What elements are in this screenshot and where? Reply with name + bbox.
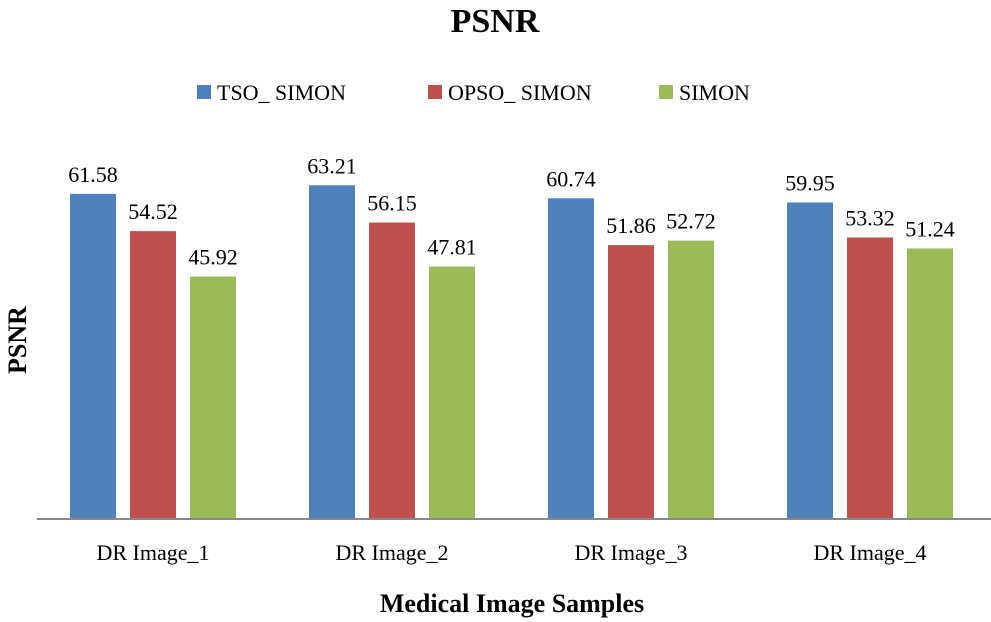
- legend-item: TSO_ SIMON: [197, 80, 346, 105]
- data-label: 56.15: [367, 191, 417, 216]
- bar: [70, 193, 116, 519]
- legend-swatch: [197, 85, 211, 99]
- x-tick-label: DR Image_1: [96, 540, 209, 565]
- data-label: 61.58: [68, 162, 118, 187]
- bar: [608, 245, 654, 519]
- data-label: 63.21: [307, 153, 357, 178]
- bar: [847, 237, 893, 519]
- data-label: 53.32: [845, 205, 895, 230]
- bar: [548, 198, 594, 520]
- bar: [787, 202, 833, 520]
- bar: [907, 248, 953, 519]
- x-tick-label: DR Image_2: [335, 540, 448, 565]
- legend-item: SIMON: [659, 80, 750, 105]
- legend-swatch: [659, 85, 673, 99]
- x-tick-label: DR Image_3: [574, 540, 687, 565]
- x-axis-title: Medical Image Samples: [380, 589, 644, 618]
- legend-label: OPSO_ SIMON: [448, 80, 592, 105]
- legend-label: TSO_ SIMON: [217, 80, 346, 105]
- bar: [429, 266, 475, 519]
- data-label: 60.74: [546, 166, 596, 191]
- bar: [130, 231, 176, 519]
- data-label: 45.92: [188, 245, 238, 270]
- chart-title: PSNR: [451, 3, 540, 40]
- bar: [190, 276, 236, 519]
- bar: [668, 240, 714, 519]
- bar: [309, 185, 355, 519]
- legend: TSO_ SIMON OPSO_ SIMON SIMON: [197, 80, 750, 105]
- y-axis-title: PSNR: [3, 306, 32, 374]
- data-label: 51.24: [905, 216, 955, 241]
- legend-label: SIMON: [679, 80, 750, 105]
- x-tick-labels: DR Image_1 DR Image_2 DR Image_3 DR Image_4: [96, 540, 926, 565]
- data-label: 52.72: [666, 209, 716, 234]
- data-label: 51.86: [606, 213, 656, 238]
- data-label: 54.52: [128, 199, 178, 224]
- bars: 61.58 54.52 45.92 63.21 56.15 47.81 60.74 51.86…: [68, 153, 955, 520]
- data-label: 47.81: [427, 235, 477, 260]
- legend-swatch: [428, 85, 442, 99]
- x-tick-label: DR Image_4: [813, 540, 926, 565]
- data-label: 59.95: [785, 170, 835, 195]
- bar: [369, 222, 415, 519]
- legend-item: OPSO_ SIMON: [428, 80, 592, 105]
